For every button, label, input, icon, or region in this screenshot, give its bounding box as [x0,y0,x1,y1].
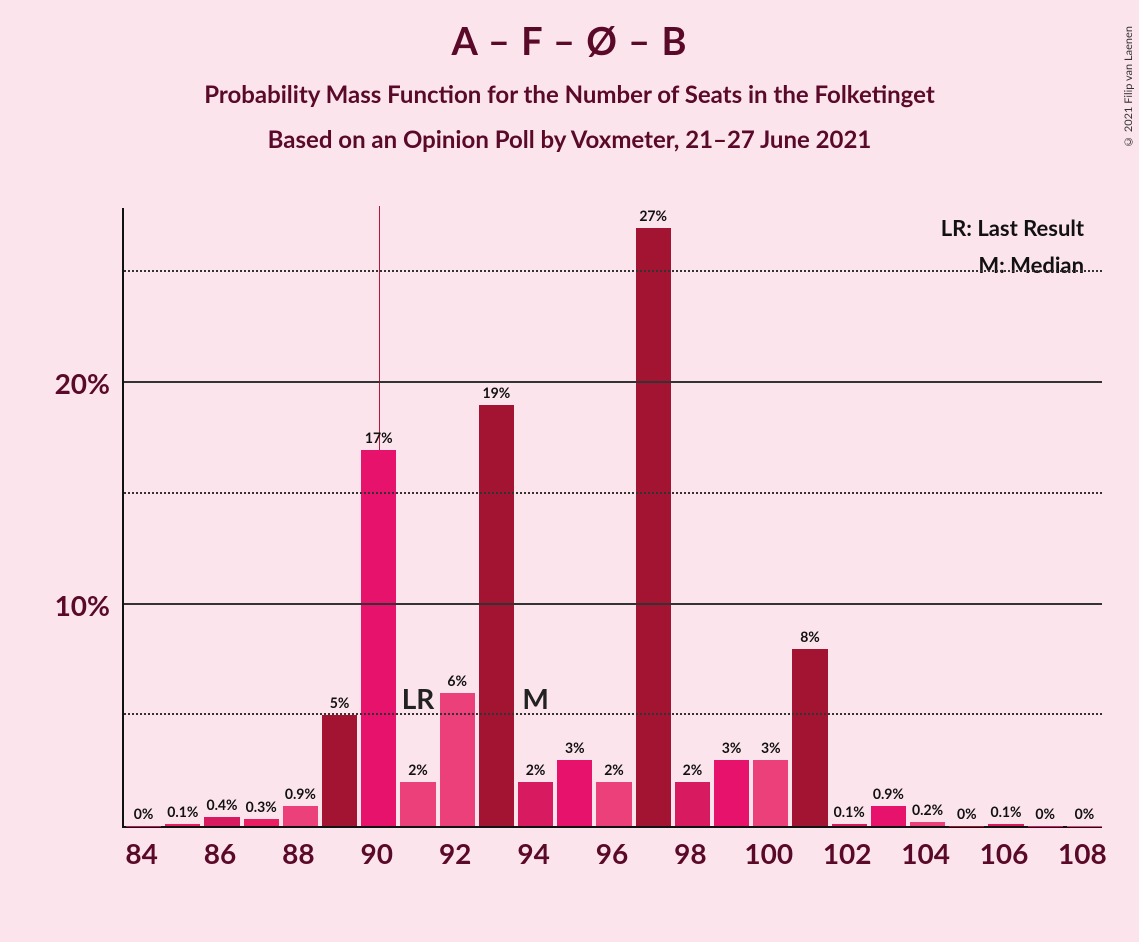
x-axis-tick-label: 94 [517,836,549,870]
bar: 0% [1067,826,1102,827]
bar: 2% [675,782,710,826]
bar: 0.2% [910,822,945,826]
bar: 0.9% [871,806,906,826]
chart-annotation: M [522,681,548,715]
gridline-minor [124,270,1102,272]
bar-value-label: 2% [604,761,624,778]
bar-value-label: 0.3% [246,798,277,815]
chart-subtitle-1: Probability Mass Function for the Number… [0,80,1139,109]
bar-value-label: 0.9% [873,785,904,802]
gridline-minor [124,713,1102,715]
copyright-text: © 2021 Filip van Laenen [1122,26,1135,148]
gridline-major [124,603,1102,605]
bar-value-label: 0% [134,805,154,822]
bar: 0% [126,826,161,827]
bar: 3% [714,760,749,826]
bar-value-label: 17% [365,429,393,446]
bar-value-label: 0.1% [990,803,1021,820]
bar: 0.1% [988,824,1023,826]
bar: 0% [1028,826,1063,827]
bar: 0% [949,826,984,827]
bar-value-label: 3% [565,739,585,756]
bar: 2% [400,782,435,826]
bar-value-label: 0.9% [285,785,316,802]
x-axis-tick-label: 102 [823,836,872,870]
chart-annotation: LR [402,681,435,715]
x-axis-tick-label: 92 [439,836,471,870]
bar: 27% [636,228,671,826]
x-axis-tick-label: 86 [204,836,236,870]
bar: 0.3% [244,819,279,826]
bars-group: 0%0.1%0.4%0.3%0.9%5%17%2%6%19%2%3%2%27%2… [124,208,1102,826]
x-axis-tick-label: 88 [282,836,314,870]
bar: 2% [518,782,553,826]
bar-value-label: 0% [1035,805,1055,822]
chart-main-title: A – F – Ø – B [0,18,1139,64]
x-axis-tick-label: 84 [125,836,157,870]
chart-subtitle-2: Based on an Opinion Poll by Voxmeter, 21… [0,125,1139,154]
bar-value-label: 0% [957,805,977,822]
x-axis-tick-label: 104 [901,836,950,870]
bar-value-label: 8% [800,628,820,645]
bar-value-label: 3% [722,739,742,756]
x-axis-tick-label: 106 [980,836,1029,870]
bar-value-label: 0.1% [167,803,198,820]
bar-value-label: 2% [526,761,546,778]
bar-value-label: 0% [1075,805,1095,822]
bar-value-label: 27% [639,207,667,224]
gridline-minor [124,492,1102,494]
plot-area: LR: Last Result M: Median 0%0.1%0.4%0.3%… [122,208,1102,828]
bar-value-label: 0.1% [834,803,865,820]
y-axis-tick-label: 10% [55,588,110,622]
bar: 2% [596,782,631,826]
bar: 3% [753,760,788,826]
bar-value-label: 19% [483,384,511,401]
bar: 0.1% [832,824,867,826]
bar: 3% [557,760,592,826]
bar: 0.9% [283,806,318,826]
gridline-major [124,381,1102,383]
x-axis-tick-label: 90 [361,836,393,870]
bar: 17% [361,450,396,826]
bar: 19% [479,405,514,826]
bar-value-label: 5% [330,694,350,711]
bar: 0.4% [204,817,239,826]
bar-value-label: 2% [408,761,428,778]
y-axis-tick-label: 20% [55,366,110,400]
x-axis-tick-label: 108 [1058,836,1107,870]
bar: 5% [322,715,357,826]
bar: 8% [792,649,827,826]
chart-container: LR: Last Result M: Median 0%0.1%0.4%0.3%… [48,208,1108,868]
bar: 0.1% [165,824,200,826]
x-axis-tick-label: 96 [596,836,628,870]
x-axis-tick-label: 100 [744,836,793,870]
bar-value-label: 0.2% [912,801,943,818]
bar-value-label: 0.4% [206,796,237,813]
x-axis-tick-label: 98 [674,836,706,870]
bar-value-label: 2% [683,761,703,778]
bar-value-label: 3% [761,739,781,756]
bar-value-label: 6% [447,672,467,689]
